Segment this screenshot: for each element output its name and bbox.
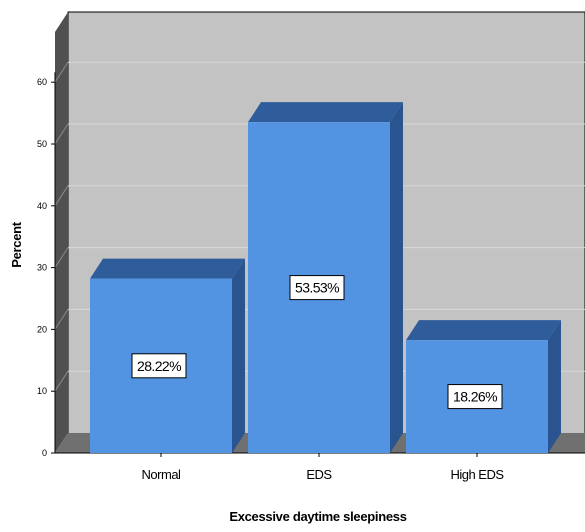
x-axis-categories: Normal EDS High EDS — [142, 453, 505, 482]
y-tick-label: 20 — [37, 324, 47, 334]
gridline-side — [54, 185, 69, 207]
bar-side — [232, 258, 245, 453]
data-label: 28.22% — [131, 353, 187, 379]
y-axis-ticks: 0 10 20 30 40 50 60 — [37, 72, 56, 458]
bar-top — [90, 258, 245, 279]
data-label-box — [447, 384, 503, 410]
gridline-side — [54, 247, 69, 268]
y-tick-label: 60 — [37, 77, 47, 87]
side-wall — [55, 12, 68, 453]
y-tick-label: 10 — [37, 386, 47, 396]
bar-side — [548, 320, 561, 453]
y-tick-label: 50 — [37, 139, 47, 149]
data-label-box — [131, 353, 187, 379]
y-tick-label: 40 — [37, 201, 47, 211]
data-label: 18.26% — [447, 384, 503, 410]
bar-side — [390, 102, 403, 453]
data-label-text: 53.53% — [295, 280, 339, 296]
x-axis-title: Excessive daytime sleepiness — [229, 509, 406, 524]
gridline-side — [54, 123, 69, 145]
y-axis-title: Percent — [9, 221, 24, 268]
data-label-text: 28.22% — [137, 358, 181, 374]
bars: 28.22% 53.53% 18.26% — [90, 102, 561, 453]
y-tick-label: 30 — [37, 263, 47, 273]
data-label-text: 18.26% — [453, 389, 497, 405]
data-label-box — [289, 275, 345, 301]
data-label: 53.53% — [289, 275, 345, 301]
bar-top — [406, 320, 561, 341]
x-tick-label: EDS — [306, 467, 332, 482]
gridline-side — [54, 370, 69, 392]
bar-top — [248, 102, 403, 123]
gridline-side — [54, 61, 69, 83]
x-tick-label: High EDS — [450, 467, 504, 482]
x-tick-label: Normal — [142, 467, 182, 482]
gridline-side — [54, 309, 69, 330]
y-tick-label: 0 — [42, 448, 47, 458]
